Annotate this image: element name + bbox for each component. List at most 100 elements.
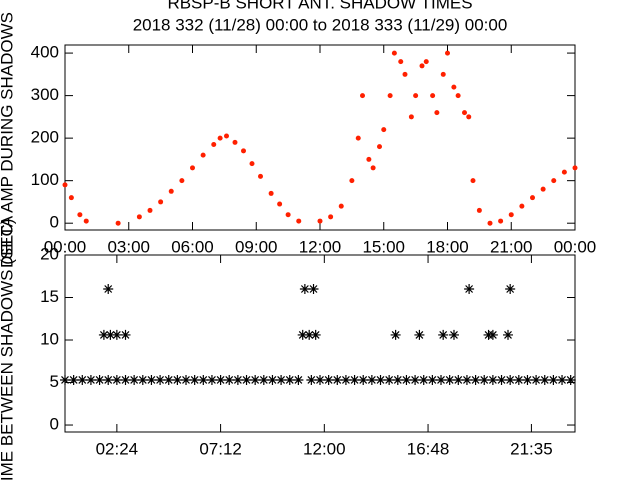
data-point <box>427 374 438 385</box>
x-tick-label: 15:00 <box>362 237 405 256</box>
data-point <box>328 214 334 220</box>
data-point <box>487 374 498 385</box>
data-point <box>306 374 317 385</box>
data-point <box>189 374 200 385</box>
data-point <box>296 218 302 224</box>
data-point <box>137 374 148 385</box>
data-point <box>470 374 481 385</box>
data-point <box>513 374 524 385</box>
data-point <box>349 178 355 184</box>
data-point <box>557 374 568 385</box>
data-point <box>370 165 376 171</box>
data-point <box>360 93 365 99</box>
data-point <box>358 374 369 385</box>
y-tick-label: 5 <box>50 372 59 391</box>
data-point <box>466 114 472 120</box>
y-tick-label: 0 <box>50 415 59 434</box>
y-axis-label: DELTA AMP DURING SHADOWS <box>0 12 16 268</box>
data-point <box>414 329 425 340</box>
data-point <box>438 329 449 340</box>
x-tick-label: 07:12 <box>199 439 242 458</box>
data-point <box>505 374 516 385</box>
data-point <box>129 374 140 385</box>
data-point <box>284 374 295 385</box>
data-point <box>505 284 516 295</box>
data-point <box>211 142 217 148</box>
data-point <box>366 156 372 162</box>
chart-subtitle: 2018 332 (11/28) 00:00 to 2018 333 (11/2… <box>133 15 508 34</box>
data-point <box>103 284 114 295</box>
data-point <box>387 93 393 99</box>
data-point <box>384 374 395 385</box>
x-tick-label: 00:00 <box>44 237 87 256</box>
data-point <box>77 212 83 218</box>
data-point <box>423 59 429 65</box>
data-point <box>565 374 576 385</box>
data-point <box>241 148 246 154</box>
data-point <box>323 374 334 385</box>
data-point <box>461 374 472 385</box>
data-point <box>304 329 315 340</box>
y-axis-label: TIME BETWEEN SHADOWS (SEC) <box>0 219 16 480</box>
data-point <box>381 127 387 133</box>
data-point <box>519 203 525 209</box>
data-point <box>147 207 153 213</box>
y-tick-label: 300 <box>31 85 59 104</box>
data-point <box>332 374 343 385</box>
data-point <box>561 169 567 175</box>
data-point <box>299 284 310 295</box>
data-point <box>453 374 464 385</box>
data-point <box>375 374 386 385</box>
data-point <box>398 59 404 65</box>
data-point <box>293 374 304 385</box>
chart-title: RBSP-B SHORT ANT. SHADOW TIMES <box>167 0 472 12</box>
data-point <box>413 93 419 99</box>
data-point <box>276 374 287 385</box>
data-point <box>451 84 457 90</box>
data-point <box>522 374 533 385</box>
data-point <box>377 144 382 150</box>
data-point <box>215 374 226 385</box>
data-point <box>83 218 89 224</box>
data-point <box>190 165 195 171</box>
data-point <box>317 218 323 224</box>
data-point <box>340 374 351 385</box>
data-point <box>146 374 157 385</box>
data-point <box>158 199 164 205</box>
data-point <box>479 374 490 385</box>
data-point <box>120 329 131 340</box>
x-tick-label: 16:48 <box>407 439 450 458</box>
data-point <box>418 374 429 385</box>
data-point <box>98 329 109 340</box>
data-point <box>249 161 255 167</box>
data-point <box>94 374 105 385</box>
data-point <box>111 329 122 340</box>
data-point <box>268 190 274 196</box>
x-tick-label: 12:00 <box>299 237 342 256</box>
data-point <box>391 50 397 56</box>
data-point <box>181 374 192 385</box>
data-point <box>258 374 269 385</box>
data-point <box>163 374 174 385</box>
data-point <box>355 135 361 141</box>
data-point <box>338 203 344 209</box>
data-point <box>136 214 142 220</box>
data-point <box>402 71 408 77</box>
x-tick-label: 06:00 <box>171 237 214 256</box>
data-point <box>401 374 412 385</box>
data-point <box>250 374 261 385</box>
data-point <box>105 329 116 340</box>
data-point <box>68 374 79 385</box>
plot-frame <box>64 254 576 433</box>
data-point <box>572 165 578 171</box>
data-point <box>179 178 185 184</box>
data-point <box>297 329 308 340</box>
data-point <box>440 71 446 77</box>
data-point <box>408 114 414 120</box>
data-point <box>168 188 174 194</box>
y-tick-label: 15 <box>40 287 59 306</box>
x-tick-label: 21:00 <box>490 237 533 256</box>
data-point <box>455 93 461 99</box>
data-point <box>277 201 283 207</box>
